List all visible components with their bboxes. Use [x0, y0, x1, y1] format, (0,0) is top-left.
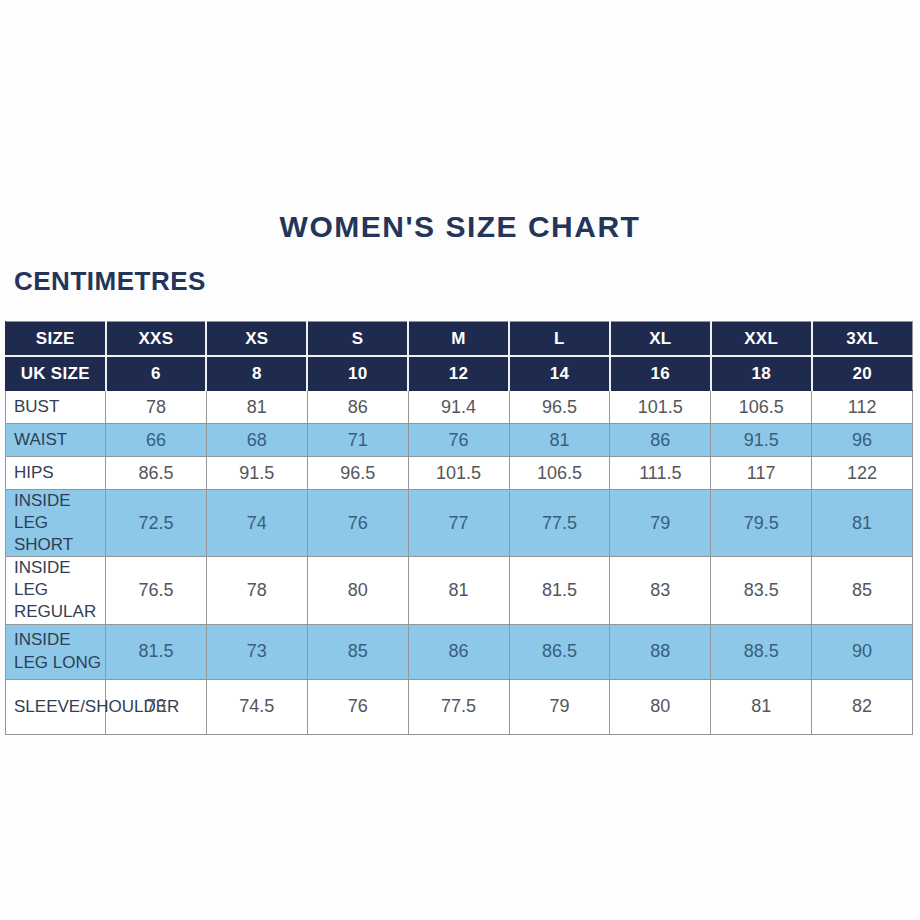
size-value-cell: 74.5 — [206, 679, 307, 734]
uk-size-value: 20 — [812, 356, 913, 391]
size-value-cell: 81 — [711, 679, 812, 734]
row-label: HIPS — [6, 457, 106, 490]
size-value-cell: 74 — [206, 490, 307, 557]
size-value-cell: 86 — [610, 424, 711, 457]
size-value-cell: 85 — [307, 624, 408, 679]
size-value-cell: 85 — [812, 557, 913, 624]
size-value-cell: 66 — [106, 424, 207, 457]
size-value-cell: 79 — [610, 490, 711, 557]
size-value-cell: 86 — [307, 391, 408, 424]
size-value-cell: 81 — [812, 490, 913, 557]
size-value-cell: 72.5 — [106, 490, 207, 557]
size-column-header: L — [509, 322, 610, 357]
size-value-cell: 81 — [206, 391, 307, 424]
table-row: INSIDE LEG SHORT72.574767777.57979.581 — [6, 490, 913, 557]
size-value-cell: 79.5 — [711, 490, 812, 557]
size-header-row: SIZE XXSXSSMLXLXXL3XL — [6, 322, 913, 357]
uk-size-value: 18 — [711, 356, 812, 391]
size-value-cell: 122 — [812, 457, 913, 490]
row-label: BUST — [6, 391, 106, 424]
size-value-cell: 81.5 — [509, 557, 610, 624]
size-table-body: BUST78818691.496.5101.5106.5112WAIST6668… — [6, 391, 913, 735]
size-value-cell: 77 — [408, 490, 509, 557]
size-value-cell: 106.5 — [711, 391, 812, 424]
size-header-label: SIZE — [6, 322, 106, 357]
uk-size-label: UK SIZE — [6, 356, 106, 391]
size-value-cell: 86.5 — [106, 457, 207, 490]
size-value-cell: 81.5 — [106, 624, 207, 679]
size-column-header: S — [307, 322, 408, 357]
size-value-cell: 77.5 — [408, 679, 509, 734]
uk-size-value: 14 — [509, 356, 610, 391]
size-value-cell: 78 — [206, 557, 307, 624]
uk-size-value: 6 — [106, 356, 207, 391]
size-value-cell: 101.5 — [408, 457, 509, 490]
size-value-cell: 80 — [610, 679, 711, 734]
size-column-header: XXS — [106, 322, 207, 357]
size-value-cell: 96.5 — [307, 457, 408, 490]
size-value-cell: 73 — [206, 624, 307, 679]
size-table: SIZE XXSXSSMLXLXXL3XL UK SIZE 6810121416… — [5, 321, 913, 735]
size-value-cell: 81 — [408, 557, 509, 624]
table-row: SLEEVE/SHOULDER7374.57677.579808182 — [6, 679, 913, 734]
size-table-head: SIZE XXSXSSMLXLXXL3XL UK SIZE 6810121416… — [6, 322, 913, 391]
size-column-header: 3XL — [812, 322, 913, 357]
row-label: WAIST — [6, 424, 106, 457]
size-value-cell: 82 — [812, 679, 913, 734]
size-column-header: XL — [610, 322, 711, 357]
uk-size-row: UK SIZE 68101214161820 — [6, 356, 913, 391]
unit-heading: CENTIMETRES — [14, 266, 206, 297]
size-value-cell: 76.5 — [106, 557, 207, 624]
uk-size-value: 10 — [307, 356, 408, 391]
uk-size-value: 12 — [408, 356, 509, 391]
size-value-cell: 83.5 — [711, 557, 812, 624]
size-value-cell: 79 — [509, 679, 610, 734]
size-value-cell: 71 — [307, 424, 408, 457]
table-row: WAIST66687176818691.596 — [6, 424, 913, 457]
size-value-cell: 83 — [610, 557, 711, 624]
table-row: BUST78818691.496.5101.5106.5112 — [6, 391, 913, 424]
size-column-header: XS — [206, 322, 307, 357]
size-value-cell: 101.5 — [610, 391, 711, 424]
uk-size-value: 8 — [206, 356, 307, 391]
size-value-cell: 78 — [106, 391, 207, 424]
size-chart-page: WOMEN'S SIZE CHART CENTIMETRES SIZE XXSX… — [0, 0, 920, 920]
size-value-cell: 91.4 — [408, 391, 509, 424]
row-label: INSIDE LEG REGULAR — [6, 557, 106, 624]
row-label: INSIDE LEG SHORT — [6, 490, 106, 557]
size-value-cell: 91.5 — [711, 424, 812, 457]
row-label: SLEEVE/SHOULDER — [6, 679, 106, 734]
table-row: INSIDE LEG LONG81.573858686.58888.590 — [6, 624, 913, 679]
table-row: HIPS86.591.596.5101.5106.5111.5117122 — [6, 457, 913, 490]
size-column-header: M — [408, 322, 509, 357]
size-value-cell: 80 — [307, 557, 408, 624]
size-value-cell: 86.5 — [509, 624, 610, 679]
size-value-cell: 81 — [509, 424, 610, 457]
size-column-header: XXL — [711, 322, 812, 357]
size-value-cell: 88.5 — [711, 624, 812, 679]
size-value-cell: 96 — [812, 424, 913, 457]
size-value-cell: 112 — [812, 391, 913, 424]
uk-size-value: 16 — [610, 356, 711, 391]
size-value-cell: 96.5 — [509, 391, 610, 424]
size-value-cell: 76 — [307, 490, 408, 557]
size-value-cell: 76 — [307, 679, 408, 734]
size-value-cell: 111.5 — [610, 457, 711, 490]
size-value-cell: 106.5 — [509, 457, 610, 490]
page-title: WOMEN'S SIZE CHART — [0, 210, 920, 244]
size-value-cell: 117 — [711, 457, 812, 490]
size-value-cell: 88 — [610, 624, 711, 679]
size-value-cell: 76 — [408, 424, 509, 457]
size-value-cell: 77.5 — [509, 490, 610, 557]
size-value-cell: 90 — [812, 624, 913, 679]
row-label: INSIDE LEG LONG — [6, 624, 106, 679]
table-row: INSIDE LEG REGULAR76.578808181.58383.585 — [6, 557, 913, 624]
size-value-cell: 68 — [206, 424, 307, 457]
size-value-cell: 91.5 — [206, 457, 307, 490]
size-value-cell: 86 — [408, 624, 509, 679]
